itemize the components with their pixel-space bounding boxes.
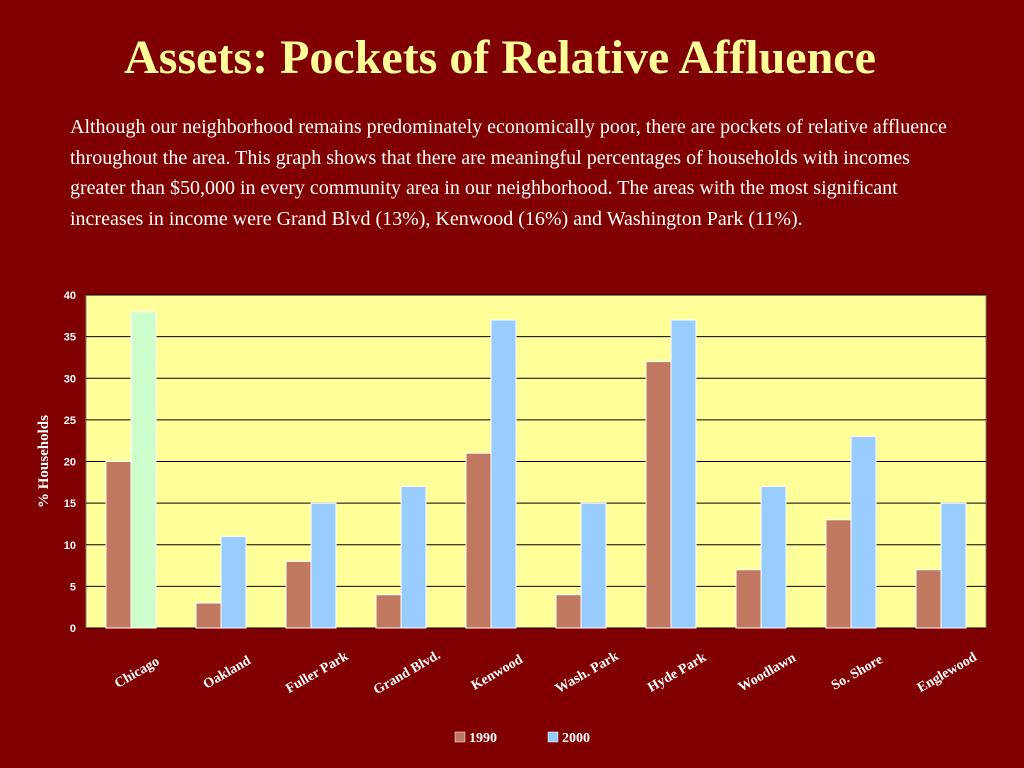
- bar-2000-wash-park: [580, 502, 607, 629]
- legend-swatch: [454, 731, 466, 743]
- bar-1990-oakland: [195, 602, 222, 629]
- bar-1990-grand-blvd-: [375, 594, 402, 629]
- x-category-label: Kenwood: [469, 652, 526, 693]
- legend-label: 2000: [562, 731, 590, 746]
- bar-2000-woodlawn: [760, 485, 787, 629]
- bar-2000-fuller-park: [310, 502, 337, 629]
- y-tick-label: 25: [64, 415, 76, 427]
- y-tick-label: 15: [64, 498, 76, 510]
- bar-2000-so-shore: [850, 436, 877, 629]
- bar-2000-hyde-park: [670, 319, 697, 629]
- y-tick-label: 10: [64, 540, 76, 552]
- bar-1990-englewood: [915, 569, 942, 629]
- x-category-label: Woodlawn: [736, 650, 799, 695]
- bar-1990-chicago: [105, 461, 132, 629]
- bar-2000-grand-blvd-: [400, 485, 427, 629]
- slide-body-text: Although our neighborhood remains predom…: [70, 116, 947, 230]
- x-category-label: Oakland: [201, 653, 254, 692]
- x-category-label: Grand Blvd.: [371, 648, 443, 698]
- bar-2000-kenwood: [490, 319, 517, 629]
- bar-2000-oakland: [220, 535, 247, 629]
- bar-2000-englewood: [940, 502, 967, 629]
- legend-label: 1990: [469, 731, 497, 746]
- bar-2000-chicago: [130, 311, 157, 629]
- x-category-label: Chicago: [112, 654, 162, 691]
- x-category-label: Hyde Park: [645, 650, 709, 696]
- x-category-label: So. Shore: [829, 652, 885, 693]
- legend: 1990 2000: [454, 731, 590, 746]
- y-tick-label: 35: [64, 332, 76, 344]
- y-tick-label: 5: [70, 581, 76, 593]
- legend-swatch: [547, 731, 559, 743]
- slide-title: Assets: Pockets of Relative Affluence: [124, 31, 876, 84]
- bar-1990-kenwood: [465, 452, 492, 629]
- y-tick-label: 0: [70, 623, 76, 635]
- y-axis-title: % Households: [36, 415, 52, 508]
- y-tick-label: 40: [64, 290, 76, 302]
- x-category-label: Fuller Park: [283, 649, 351, 697]
- x-category-label: Englewood: [915, 650, 980, 696]
- households-income-bar-chart: 0 5 10 15 20 25 30 35 40 Chicago Oakland Fuller Pa…: [36, 290, 987, 746]
- x-category-label: Wash. Park: [553, 649, 621, 697]
- bar-1990-woodlawn: [735, 569, 762, 629]
- bar-1990-so-shore: [825, 519, 852, 629]
- bar-1990-fuller-park: [285, 560, 312, 629]
- y-tick-label: 20: [64, 457, 76, 469]
- y-tick-label: 30: [64, 373, 76, 385]
- bar-1990-hyde-park: [645, 361, 672, 629]
- bar-1990-wash-park: [555, 594, 582, 629]
